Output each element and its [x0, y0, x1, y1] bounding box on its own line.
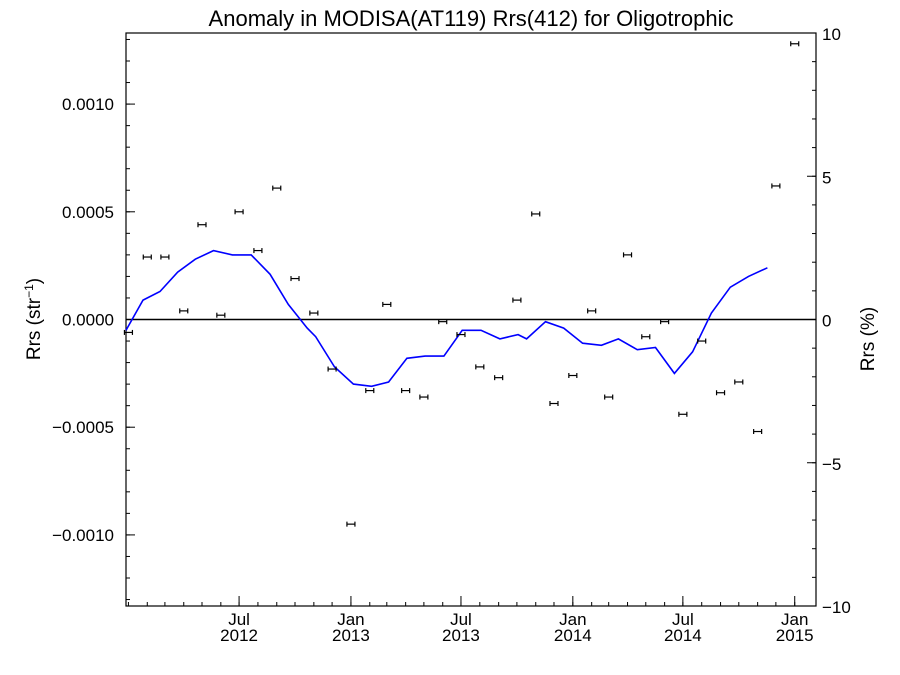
y-tick-label: 0.0010 [62, 95, 114, 114]
x-tick-label-month: Jan [337, 610, 364, 629]
y-axis-label-text: Rrs (str [24, 297, 45, 360]
y-axis-label-superscript: −1 [22, 284, 36, 298]
x-tick-label-month: Jul [228, 610, 250, 629]
data-point [790, 41, 800, 47]
data-point [123, 329, 134, 335]
data-point [309, 310, 319, 316]
data-point [197, 222, 207, 228]
y-axis-label: Rrs (str−1) [22, 278, 45, 360]
data-point [678, 411, 688, 417]
data-point [549, 401, 559, 407]
x-tick-label-year: 2015 [776, 626, 814, 645]
data-point [382, 301, 392, 307]
left-axis: 0.0010 0.0005 0.0000 −0.0005 −0.0010 [52, 38, 135, 601]
chart-title: Anomaly in MODISA(AT119) Rrs(412) for Ol… [209, 6, 734, 31]
monthly-anomaly-points [123, 41, 800, 527]
y-tick-label: −0.0010 [52, 526, 114, 545]
data-point [531, 211, 541, 217]
data-point [272, 185, 282, 191]
data-point [401, 388, 411, 394]
y2-tick-label: −5 [822, 455, 841, 474]
data-point [475, 364, 485, 370]
data-point [660, 319, 670, 325]
data-point [622, 252, 633, 258]
data-point [419, 394, 429, 400]
data-point [512, 297, 522, 303]
data-point [179, 308, 189, 314]
y-tick-label: 0.0005 [62, 203, 114, 222]
y-tick-label: −0.0005 [52, 418, 114, 437]
x-tick-label-month: Jan [559, 610, 586, 629]
bottom-axis: Jul2012Jan2013Jul2013Jan2014Jul2014Jan20… [127, 596, 814, 645]
right-axis-label: Rrs (%) [858, 307, 879, 371]
y-axis-label-close: ) [24, 278, 45, 284]
y2-tick-label: 10 [822, 25, 841, 44]
x-tick-label-month: Jul [672, 610, 694, 629]
y2-tick-label: 0 [822, 312, 831, 331]
x-tick-label-year: 2012 [220, 626, 258, 645]
x-tick-label-month: Jul [450, 610, 472, 629]
x-tick-label-year: 2014 [664, 626, 702, 645]
data-point [365, 388, 375, 394]
data-point [604, 394, 614, 400]
right-axis: 10 5 0 −5 −10 [807, 25, 851, 617]
data-point [327, 366, 337, 372]
x-tick-label-year: 2013 [442, 626, 480, 645]
data-point [494, 375, 504, 381]
x-tick-label-month: Jan [781, 610, 808, 629]
data-point [587, 308, 597, 314]
data-point [734, 379, 744, 385]
x-tick-label-year: 2014 [554, 626, 592, 645]
y2-tick-label: 5 [822, 168, 831, 187]
data-point [641, 334, 651, 340]
data-point [753, 429, 763, 435]
data-point [234, 209, 244, 215]
data-point [456, 332, 466, 338]
smoothed-anomaly-line [125, 249, 768, 388]
y2-tick-label: −10 [822, 598, 851, 617]
y-tick-label: 0.0000 [62, 311, 114, 330]
data-point [697, 338, 707, 344]
data-point [290, 276, 300, 282]
data-point [160, 254, 170, 260]
data-point [771, 183, 781, 189]
data-point [142, 254, 152, 260]
data-point [438, 319, 448, 325]
data-point [715, 390, 726, 396]
x-tick-label-year: 2013 [332, 626, 370, 645]
data-point [253, 248, 263, 254]
data-point [346, 521, 356, 527]
data-point [216, 312, 226, 318]
data-point [568, 373, 578, 379]
